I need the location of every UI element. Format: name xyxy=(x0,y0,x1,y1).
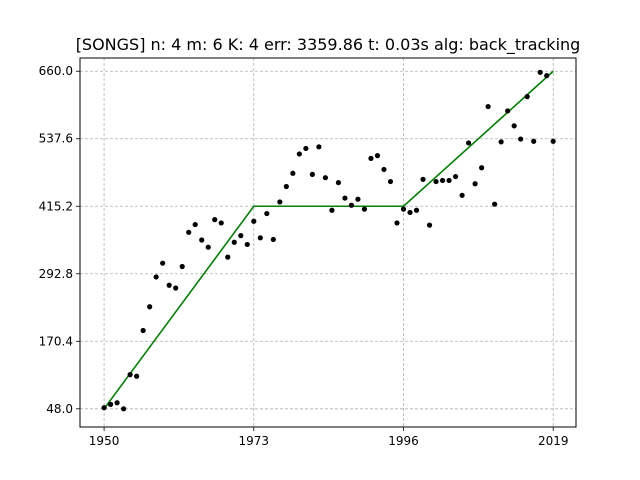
data-point xyxy=(518,136,524,142)
data-point xyxy=(166,282,172,288)
data-point xyxy=(316,144,322,150)
data-point xyxy=(127,372,133,378)
data-point xyxy=(160,260,166,266)
data-point xyxy=(238,233,244,239)
data-point xyxy=(173,285,179,291)
data-point xyxy=(400,206,407,212)
data-point xyxy=(479,165,485,171)
data-point xyxy=(309,171,315,177)
data-point xyxy=(361,206,368,212)
data-point xyxy=(381,166,387,173)
data-point xyxy=(192,221,198,228)
data-points xyxy=(101,69,556,412)
data-point xyxy=(107,401,114,407)
data-point xyxy=(179,263,185,270)
data-point xyxy=(342,195,348,201)
data-point xyxy=(147,304,153,310)
data-point xyxy=(374,153,381,159)
y-tick-label: 537.6 xyxy=(39,132,73,146)
data-point xyxy=(121,406,127,412)
data-point xyxy=(244,241,250,248)
data-point xyxy=(355,196,361,202)
data-point xyxy=(231,239,237,245)
data-point xyxy=(524,94,530,100)
data-point xyxy=(225,254,231,260)
data-point xyxy=(283,183,289,190)
data-point xyxy=(134,373,140,379)
data-point xyxy=(348,202,355,208)
data-point xyxy=(439,177,446,184)
data-point xyxy=(465,140,472,146)
data-point xyxy=(264,210,270,217)
data-point xyxy=(186,229,192,235)
data-point xyxy=(114,400,120,406)
data-point xyxy=(335,180,342,186)
data-point xyxy=(433,178,439,185)
plot-frame xyxy=(79,57,577,428)
data-point xyxy=(387,178,394,185)
data-point xyxy=(140,327,146,334)
y-tick-label: 170.4 xyxy=(39,334,73,348)
data-point xyxy=(368,155,374,161)
data-point xyxy=(329,207,335,213)
y-tick-label: 292.8 xyxy=(39,267,73,281)
x-tick-label: 1950 xyxy=(89,434,120,448)
x-axis: 1950 1973 1996 2019 xyxy=(89,427,569,448)
x-tick-label: 1996 xyxy=(388,434,419,448)
data-point xyxy=(452,173,459,180)
y-tick-label: 48.0 xyxy=(46,402,73,416)
x-tick-label: 1973 xyxy=(239,434,270,448)
data-point xyxy=(511,123,517,129)
data-point xyxy=(498,139,504,145)
data-point xyxy=(413,207,420,213)
data-point xyxy=(303,145,309,152)
data-point xyxy=(322,175,328,181)
x-tick-label: 2019 xyxy=(538,434,569,448)
data-point xyxy=(550,138,556,144)
data-point xyxy=(485,103,491,110)
data-point xyxy=(251,218,257,224)
data-point xyxy=(407,209,413,216)
data-point xyxy=(394,220,400,226)
data-point xyxy=(270,236,276,243)
data-point xyxy=(257,235,263,241)
data-point xyxy=(544,73,550,79)
data-point xyxy=(218,220,224,226)
grid xyxy=(80,58,576,427)
y-tick-label: 660.0 xyxy=(39,64,73,78)
y-axis: 48.0 170.4 292.8 415.2 537.6 660.0 xyxy=(39,64,80,416)
data-point xyxy=(505,108,511,114)
data-point xyxy=(531,138,537,144)
data-point xyxy=(290,170,296,176)
data-point xyxy=(277,199,283,205)
data-point xyxy=(153,274,159,280)
data-point xyxy=(296,151,302,157)
data-point xyxy=(426,222,433,228)
data-point xyxy=(492,201,498,207)
fit-line-path xyxy=(103,70,554,410)
chart-title: [SONGS] n: 4 m: 6 K: 4 err: 3359.86 t: 0… xyxy=(76,35,581,55)
fit-line xyxy=(103,70,554,410)
data-point xyxy=(212,217,218,223)
data-point xyxy=(472,181,478,187)
data-point xyxy=(459,192,465,198)
y-tick-label: 415.2 xyxy=(39,199,73,213)
data-point xyxy=(199,237,205,243)
data-point xyxy=(101,405,107,411)
data-point xyxy=(446,177,452,184)
data-point xyxy=(537,69,543,75)
data-point xyxy=(420,176,426,182)
data-point xyxy=(205,244,211,250)
